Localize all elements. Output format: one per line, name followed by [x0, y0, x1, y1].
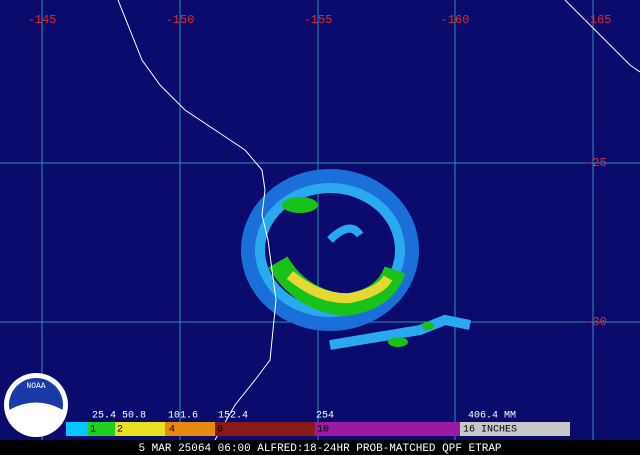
latitude-labels: -25 -30 [585, 156, 607, 329]
graticule [0, 0, 640, 440]
longitude-label: -160 [441, 13, 470, 27]
ocean [0, 0, 640, 440]
noaa-logo: NOAA [4, 373, 68, 437]
colorbar [66, 422, 570, 436]
precipitation [241, 169, 471, 350]
inch-label: 16 INCHES [463, 425, 517, 436]
inch-label: 1 [90, 425, 96, 436]
longitude-label: -145 [28, 13, 57, 27]
inch-label: 10 [317, 425, 329, 436]
caption: 5 MAR 25064 06:00 ALFRED:18-24HR PROB-MA… [138, 443, 501, 455]
longitude-label: -165 [583, 13, 612, 27]
inch-label: 2 [117, 425, 123, 436]
caption-bar [0, 440, 640, 455]
coastline [117, 0, 640, 441]
mm-label: 152.4 [218, 411, 248, 422]
latitude-label: -25 [585, 156, 607, 170]
mm-label: 101.6 [168, 411, 198, 422]
mm-label: 406.4 MM [468, 411, 516, 422]
mm-label: 25.4 [92, 411, 116, 422]
logo-text: NOAA [26, 382, 45, 391]
inch-label: 4 [169, 425, 175, 436]
longitude-label: -155 [304, 13, 333, 27]
longitude-label: -150 [166, 13, 195, 27]
inch-label: 6 [217, 425, 223, 436]
legend-labels: 25.4 50.8 101.6 152.4 254 406.4 MM 1 2 4 6 10 16 IN… [90, 411, 517, 436]
longitude-labels: -145 -150 -155 -160 -165 [28, 13, 612, 27]
mm-label: 254 [316, 411, 334, 422]
mm-label: 50.8 [122, 411, 146, 422]
latitude-label: -30 [585, 315, 607, 329]
